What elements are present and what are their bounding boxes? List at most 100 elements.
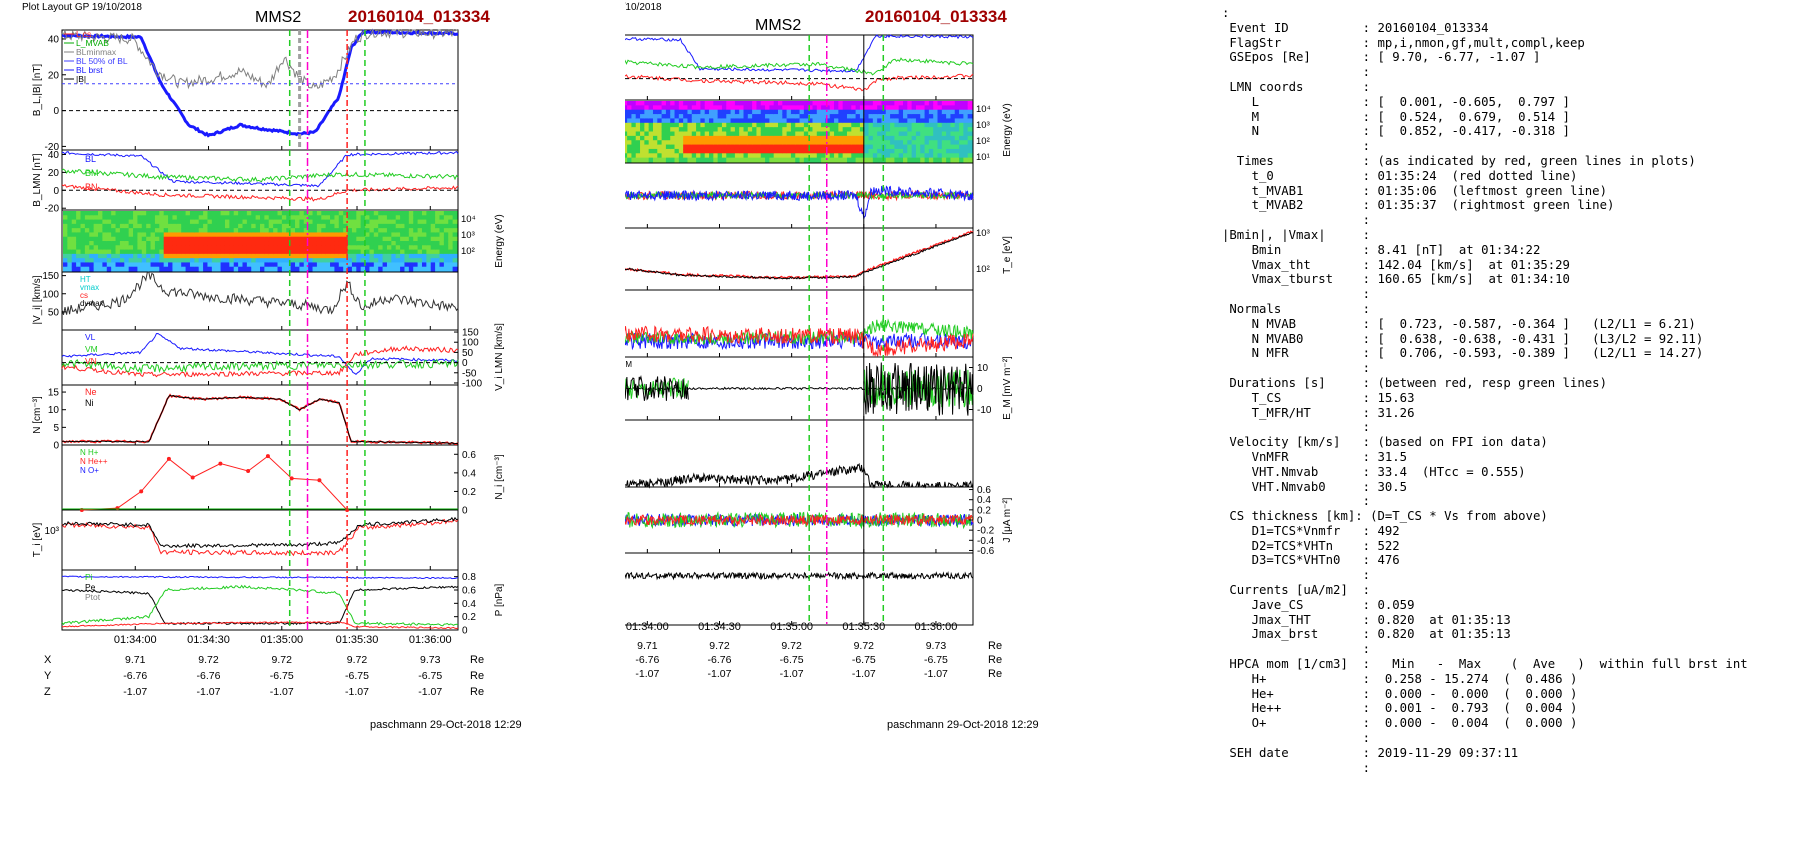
spectrogram-cell [709,140,714,146]
spectrogram-cell [954,144,960,150]
spectrogram-cell [674,101,680,106]
spectrogram-cell [855,105,861,111]
spectrogram-cell [119,211,125,216]
spectrogram-cell [915,114,921,120]
spectrogram-cell [172,249,178,255]
spectrogram-cell [691,105,697,111]
spectrogram-cell [959,157,964,163]
spectrogram-cell [890,114,895,120]
spectrogram-cell [928,105,934,111]
spectrogram-cell [430,223,436,229]
spectrogram-cell [369,232,375,238]
legend-b-label: L cs [76,29,91,39]
spectrogram-cell [885,148,891,154]
spectrogram-cell [98,215,103,221]
left-ylabel: |V_i| [km/s] [32,275,43,324]
spectrogram-cell [168,211,174,216]
vlmn-yaxis-ticklabel: 50 [462,348,474,359]
spectrogram-cell [360,241,366,246]
spectrogram-cell [360,245,366,251]
spectrogram-cell [721,131,727,137]
spectrogram-cell [229,258,235,264]
spectrogram-cell [739,144,745,150]
spectrogram-cell [343,215,349,221]
spectrogram-cell [343,245,349,251]
spectrogram-cell [299,258,305,264]
spectrogram-cell [308,228,314,234]
spectrogram-cell [430,262,436,268]
spectrogram-cell [255,228,261,234]
spectrogram-cell [369,249,375,255]
mid-panel-frame [582,552,974,626]
spectrogram-cell [648,157,654,163]
spectrogram-cell [435,262,441,268]
spectrogram-cell [924,153,930,159]
spectrogram-cell [84,262,90,268]
spectrogram-cell [959,144,964,150]
spectrogram-cell [825,157,831,163]
spectrogram-cell [790,144,796,150]
ion-spectrogram [63,211,458,272]
spectrogram-cell [273,215,279,221]
spectrogram-cell [268,228,274,234]
spectrogram-cell [98,232,103,238]
spectrogram-cell [426,219,432,225]
spectrogram-cell [834,127,839,133]
spectrogram-cell [846,153,852,159]
spectrogram-cell [872,127,878,133]
spectrogram-cell [220,228,226,234]
spectrogram-cell [890,101,895,106]
spectrogram-cell [421,232,427,238]
spectrogram-cell [163,236,169,242]
spectrogram-cell [211,262,217,268]
spectrogram-cell [734,114,740,120]
spectrogram-cell [386,232,392,238]
spectrogram-cell [868,122,874,128]
spectrogram-cell [967,157,973,163]
spectrogram-cell [769,109,775,115]
spectrogram-cell [373,249,379,255]
spectrogram-cell [795,153,801,159]
spectrogram-cell [264,241,270,246]
spectrogram-cell [846,118,852,124]
spectrogram-cell [369,219,375,225]
info-line: M : [ 0.524, 0.679, 0.514 ] [1222,109,1570,124]
spectrogram-cell [452,215,458,221]
spectrogram-cell [408,245,414,251]
spectrogram-cell [877,114,883,120]
spectrogram-cell [373,219,379,225]
spectrogram-cell [365,262,371,268]
spectrogram-cell [128,266,134,272]
spectrogram-cell [308,262,314,268]
spectrogram-cell [106,262,112,268]
spectrogram-cell [954,101,960,106]
spectrogram-cell [356,245,362,251]
spectrogram-cell [941,114,947,120]
spectrogram-cell [721,105,727,111]
spectrogram-cell [937,105,943,111]
spectrogram-cell [334,262,340,268]
spectrogram-cell [907,118,913,124]
spectrogram-cell [842,140,848,146]
spectrogram-cell [790,153,796,159]
spectrogram-cell [782,140,788,146]
spectrogram-cell [84,266,90,272]
spectrogram-cell [756,131,762,137]
spectrogram-cell [404,223,410,229]
spectrogram-cell [627,140,633,146]
spectrogram-cell [426,223,432,229]
spectrogram-cell [426,258,432,264]
spectrogram-cell [233,228,239,234]
spectrogram-cell [382,219,388,225]
spectrogram-cell [747,127,753,133]
spectrogram-cell [295,236,300,242]
spectrogram-cell [928,144,934,150]
spectrogram-cell [321,219,327,225]
spectrogram-cell [203,236,209,242]
spectrogram-cell [154,266,160,272]
te-perp-line [583,231,974,280]
spectrogram-cell [743,144,749,150]
spectrogram-cell [924,101,930,106]
spectrogram-cell [769,122,775,128]
spectrogram-cell [80,223,86,229]
